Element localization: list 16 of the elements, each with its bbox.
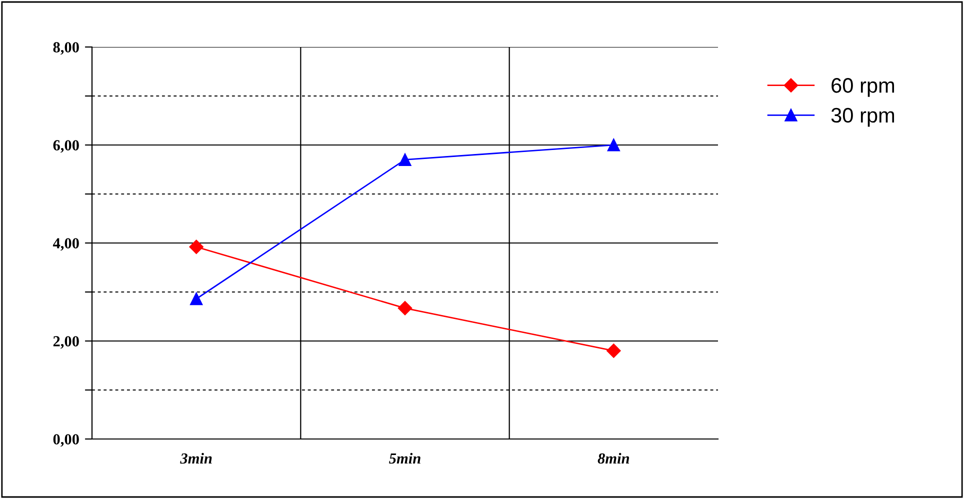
y-tick-label: 6,00 [53,140,79,153]
y-tick-label: 8,00 [53,42,79,55]
legend-label: 60 rpm [832,78,894,97]
point [398,301,412,316]
point [190,292,203,306]
x-tick-label: 5min [389,452,420,464]
point [189,240,204,254]
y-tick-label: 2,00 [53,336,79,349]
y-tick-label: 0,00 [53,434,79,447]
x-tick-label: 8min [598,452,630,464]
y-tick-label: 4,00 [52,238,79,251]
legend-label: 30 rpm [831,108,894,127]
x-tick-label: 3min [180,452,212,464]
point [606,344,621,358]
point [607,138,620,152]
point [398,153,412,166]
